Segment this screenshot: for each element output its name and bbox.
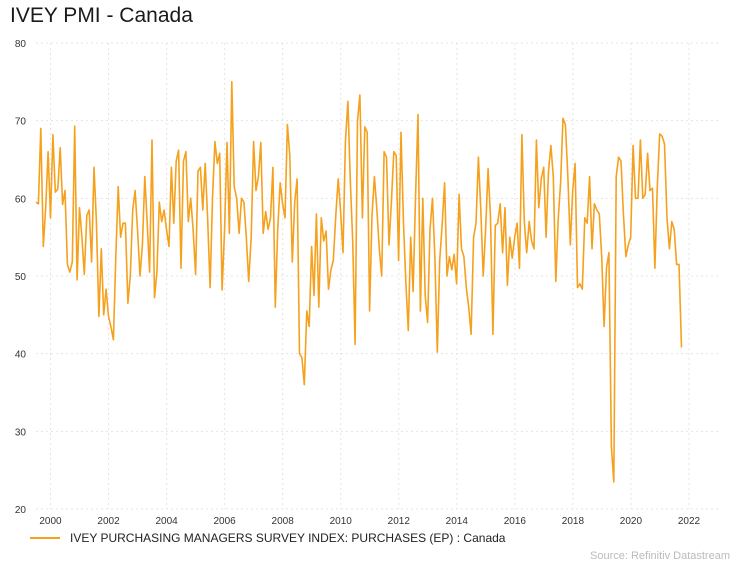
x-tick-label: 2002 bbox=[97, 516, 120, 527]
legend-swatch bbox=[30, 537, 60, 539]
y-tick-label: 20 bbox=[15, 505, 27, 516]
axis-labels: 20 30 40 50 60 70 80 2000 2002 2004 2006 2008 2010 20… bbox=[15, 39, 701, 527]
y-tick-label: 60 bbox=[15, 194, 27, 205]
x-tick-label: 2014 bbox=[446, 516, 469, 527]
y-tick-label: 80 bbox=[15, 39, 27, 50]
x-tick-label: 2010 bbox=[330, 516, 353, 527]
y-tick-label: 30 bbox=[15, 427, 27, 438]
x-tick-label: 2000 bbox=[39, 516, 62, 527]
x-tick-label: 2020 bbox=[620, 516, 643, 527]
x-tick-label: 2016 bbox=[504, 516, 527, 527]
legend-label: IVEY PURCHASING MANAGERS SURVEY INDEX: P… bbox=[70, 531, 506, 545]
legend: IVEY PURCHASING MANAGERS SURVEY INDEX: P… bbox=[30, 531, 505, 545]
y-tick-label: 40 bbox=[15, 350, 27, 361]
chart-title: IVEY PMI - Canada bbox=[10, 4, 193, 27]
x-tick-label: 2006 bbox=[214, 516, 237, 527]
y-tick-label: 70 bbox=[15, 117, 27, 128]
x-tick-label: 2012 bbox=[388, 516, 411, 527]
series-layer bbox=[35, 81, 683, 483]
y-tick-label: 50 bbox=[15, 272, 27, 283]
grid bbox=[36, 42, 718, 510]
x-tick-label: 2004 bbox=[155, 516, 178, 527]
x-tick-label: 2022 bbox=[678, 516, 701, 527]
source-note: Source: Refinitiv Datastream bbox=[590, 550, 730, 562]
series-line bbox=[35, 81, 683, 483]
x-tick-label: 2018 bbox=[562, 516, 585, 527]
x-tick-label: 2008 bbox=[272, 516, 295, 527]
